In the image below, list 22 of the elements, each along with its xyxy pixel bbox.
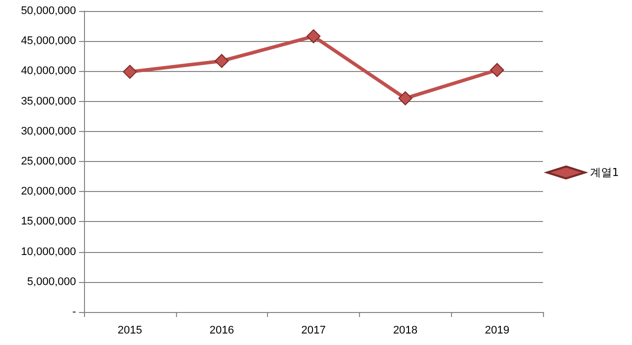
y-tick-label: - — [72, 306, 76, 318]
point — [214, 54, 229, 68]
y-tick-label: 45,000,000 — [20, 35, 76, 48]
x-tick-label: 2015 — [118, 324, 142, 336]
point — [398, 91, 412, 106]
y-tick-label: 15,000,000 — [20, 216, 76, 228]
x-tick-label: 2016 — [209, 324, 234, 336]
y-tick-label: 25,000,000 — [20, 156, 76, 168]
y-tick-label: 35,000,000 — [20, 95, 76, 108]
y-tick-label: 50,000,000 — [20, 5, 76, 17]
x-tick-label: 2019 — [484, 324, 510, 336]
y-tick-label: 40,000,000 — [20, 65, 76, 78]
y-tick-label: 5,000,000 — [27, 276, 76, 288]
point — [122, 64, 137, 79]
point — [306, 29, 320, 44]
y-tick-label: 10,000,000 — [20, 246, 76, 258]
y-tick-label: 30,000,000 — [20, 125, 76, 138]
x-tick-label: 2018 — [393, 324, 418, 336]
legend-label: 계열1 — [590, 166, 619, 179]
y-tick-label: 20,000,000 — [20, 186, 76, 198]
x-tick-label: 2017 — [301, 324, 326, 336]
point — [490, 62, 504, 77]
